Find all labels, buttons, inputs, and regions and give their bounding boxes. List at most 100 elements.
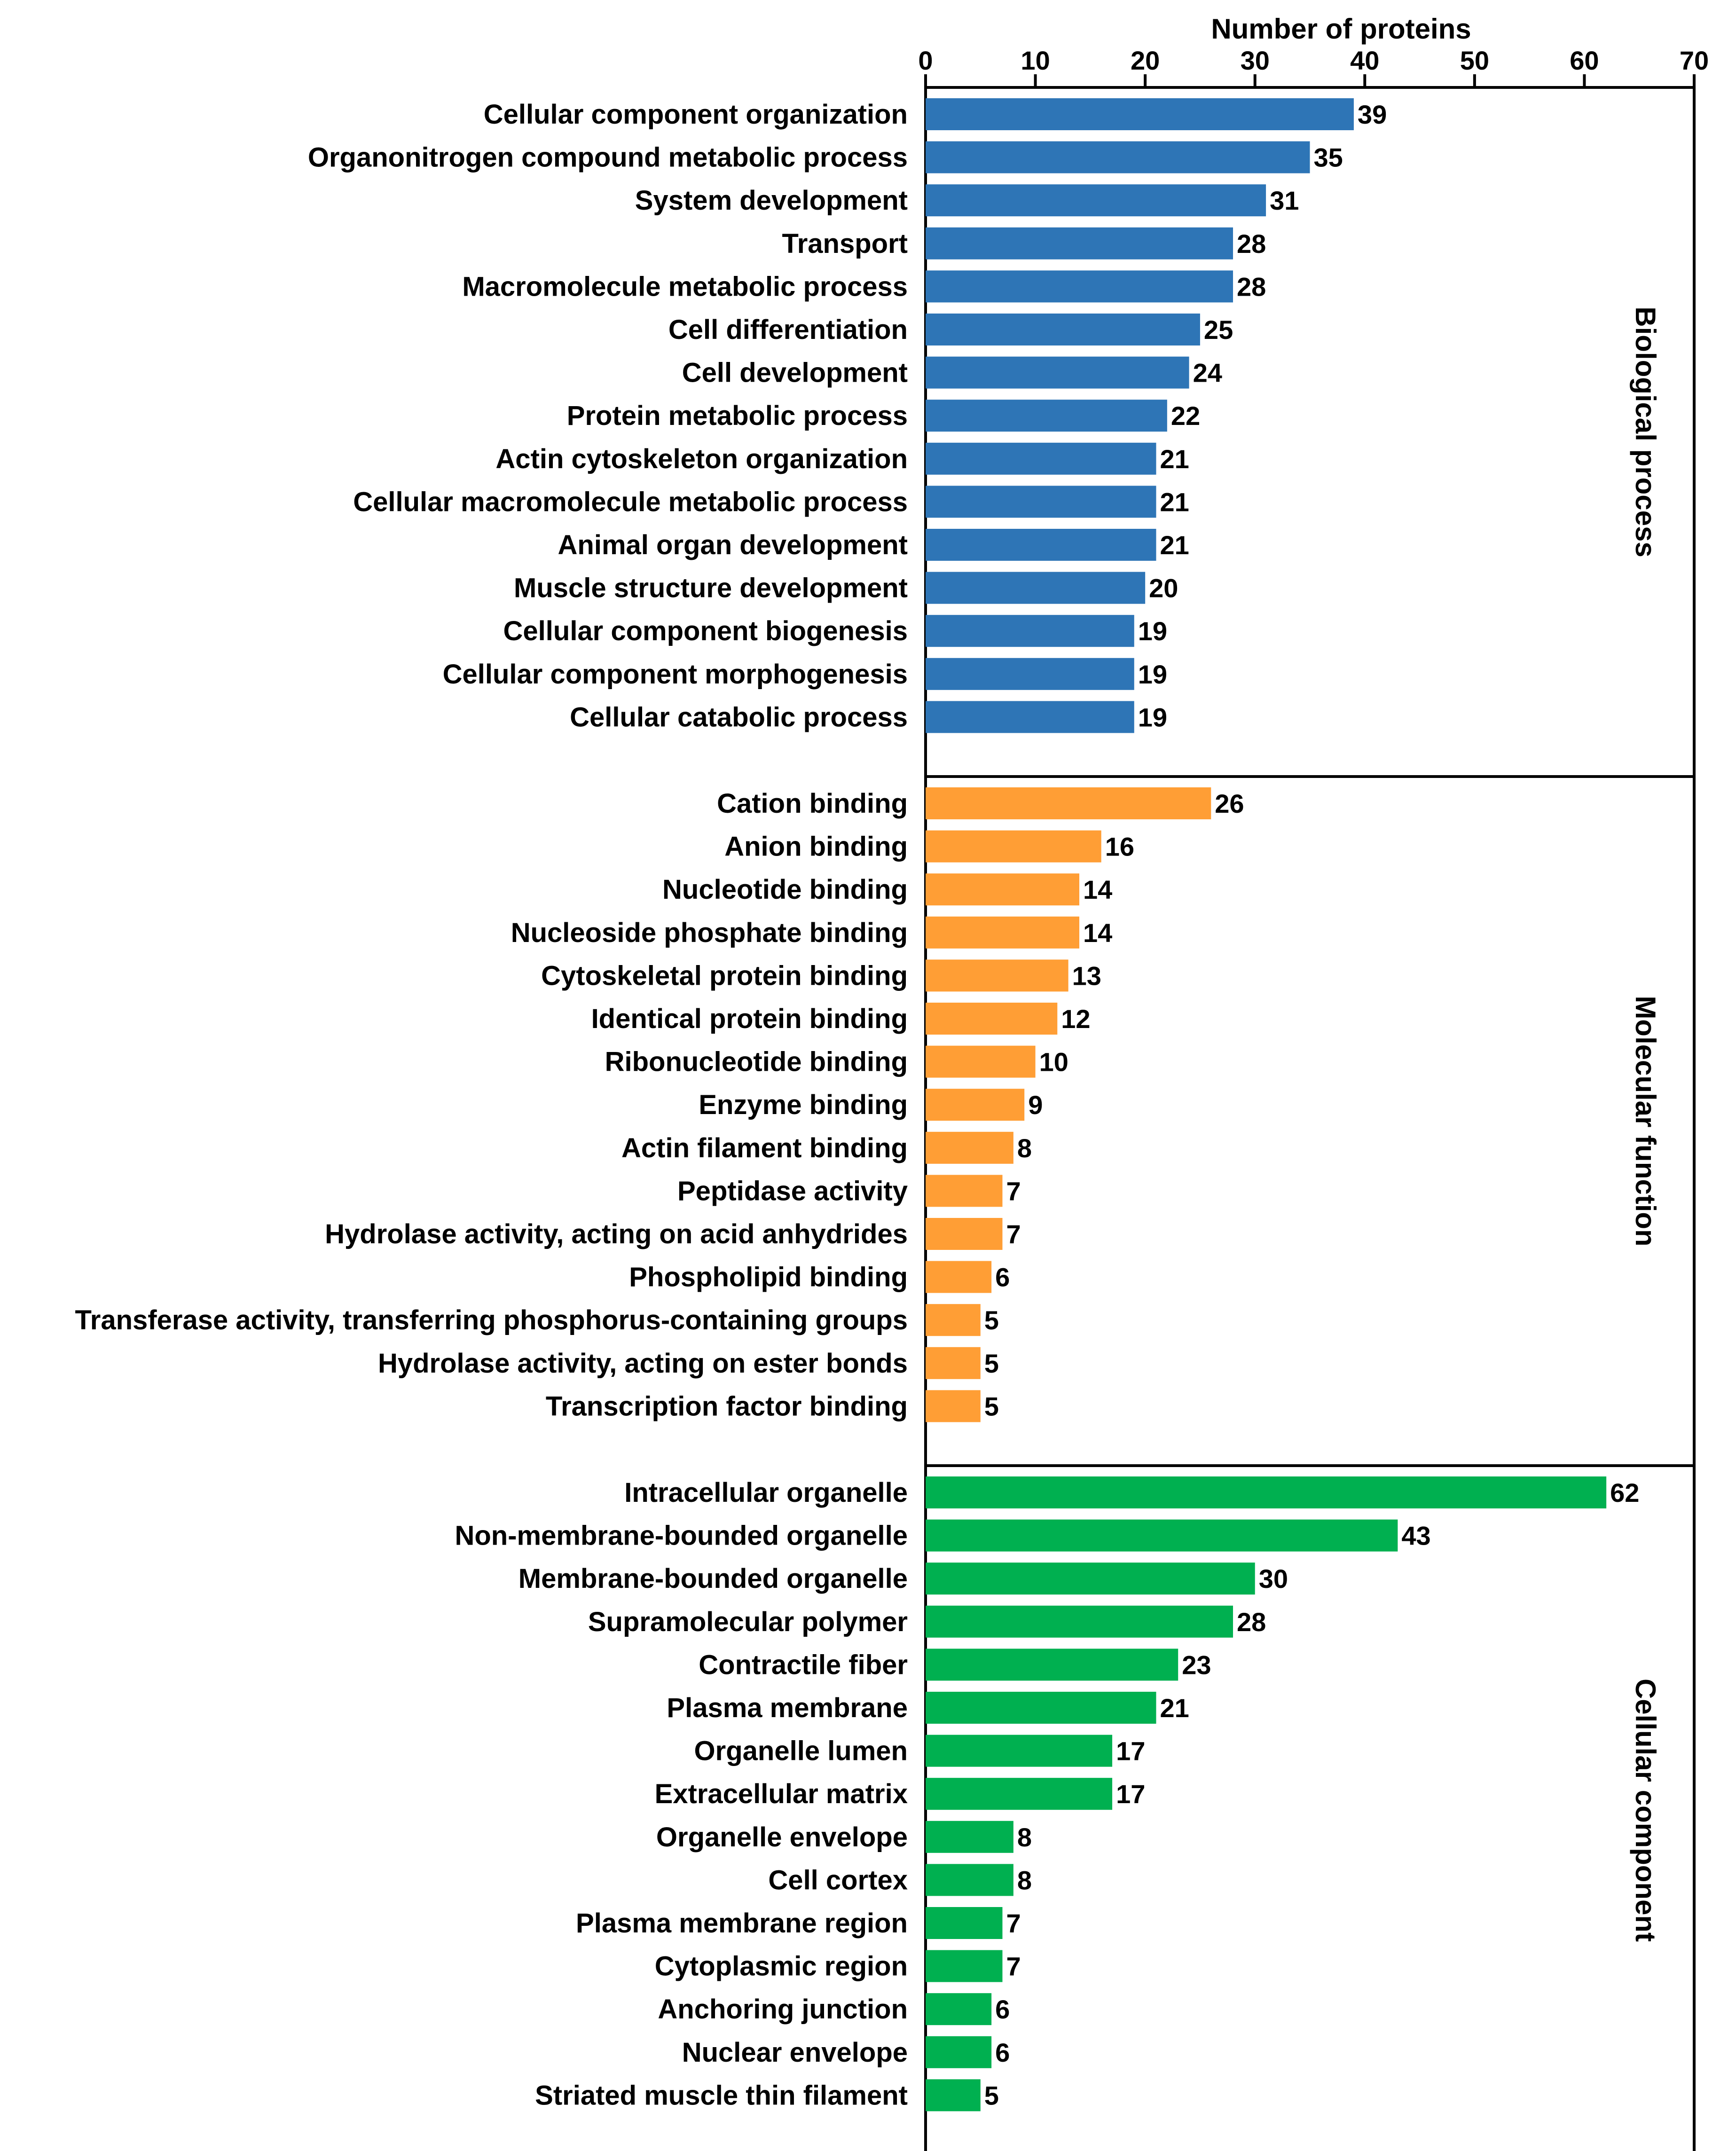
- biological-process-bar: [926, 658, 1134, 690]
- molecular-function-value-label: 13: [1072, 961, 1101, 990]
- x-tick-label: 10: [1021, 46, 1050, 75]
- molecular-function-bar: [926, 1347, 981, 1379]
- molecular-function-bar: [926, 916, 1079, 949]
- molecular-function-bar: [926, 787, 1211, 819]
- biological-process-category-label: Cell differentiation: [668, 314, 908, 345]
- x-tick-label: 60: [1570, 46, 1599, 75]
- biological-process-bar: [926, 615, 1134, 647]
- molecular-function-value-label: 26: [1215, 789, 1244, 818]
- molecular-function-value-label: 14: [1083, 875, 1112, 904]
- cellular-component-value-label: 23: [1182, 1650, 1211, 1680]
- molecular-function-bar: [926, 1089, 1025, 1121]
- biological-process-value-label: 19: [1138, 616, 1167, 646]
- cellular-component-category-label: Cytoplasmic region: [655, 1951, 908, 1982]
- cellular-component-bar: [926, 1950, 1003, 1982]
- cellular-component-category-label: Nuclear envelope: [682, 2037, 908, 2068]
- cellular-component-bar: [926, 1735, 1113, 1767]
- molecular-function-bar: [926, 1218, 1003, 1250]
- label-layer: Cellular component organization 39 Organon…: [75, 99, 1640, 2111]
- biological-process-value-label: 21: [1160, 530, 1189, 560]
- biological-process-value-label: 28: [1237, 229, 1266, 259]
- molecular-function-value-label: 9: [1028, 1090, 1043, 1120]
- biological-process-category-label: Cellular catabolic process: [570, 702, 908, 732]
- molecular-function-bar: [926, 873, 1079, 906]
- molecular-function-category-label: Peptidase activity: [677, 1176, 908, 1206]
- molecular-function-category-label: Nucleoside phosphate binding: [511, 918, 908, 948]
- cellular-component-category-label: Extracellular matrix: [655, 1779, 908, 1809]
- biological-process-value-label: 19: [1138, 659, 1167, 689]
- molecular-function-value-label: 5: [984, 1305, 999, 1335]
- cellular-component-bar: [926, 1476, 1607, 1508]
- molecular-function-category-label: Hydrolase activity, acting on acid anhyd…: [325, 1219, 908, 1249]
- molecular-function-bar: [926, 830, 1101, 863]
- x-tick-label: 0: [918, 46, 933, 75]
- biological-process-category-label: Organonitrogen compound metabolic proces…: [308, 142, 908, 173]
- biological-process-category-label: Animal organ development: [558, 530, 908, 560]
- x-tick-label: 50: [1460, 46, 1489, 75]
- cellular-component-value-label: 8: [1017, 1865, 1032, 1895]
- cellular-component-bar: [926, 1821, 1013, 1853]
- cellular-component-value-label: 43: [1401, 1521, 1430, 1551]
- biological-process-category-label: Cellular component biogenesis: [503, 616, 908, 646]
- biological-process-value-label: 25: [1204, 315, 1233, 345]
- cellular-component-category-label: Plasma membrane region: [576, 1908, 908, 1939]
- biological-process-value-label: 28: [1237, 272, 1266, 301]
- molecular-function-bar: [926, 959, 1068, 992]
- bar-layer: [926, 98, 1607, 2112]
- cellular-component-category-label: Organelle lumen: [694, 1736, 908, 1766]
- biological-process-category-label: Cellular macromolecule metabolic process: [353, 487, 908, 517]
- cellular-component-bar: [926, 1993, 992, 2025]
- biological-process-value-label: 24: [1193, 358, 1222, 388]
- cellular-component-value-label: 7: [1006, 1952, 1021, 1981]
- molecular-function-value-label: 5: [984, 1349, 999, 1378]
- cellular-component-category-label: Intracellular organelle: [624, 1477, 908, 1508]
- cellular-component-bar: [926, 2036, 992, 2068]
- cellular-component-value-label: 6: [995, 2038, 1010, 2067]
- molecular-function-category-label: Enzyme binding: [699, 1090, 908, 1120]
- biological-process-category-label: Cell development: [682, 358, 908, 388]
- biological-process-category-label: Cellular component organization: [484, 99, 908, 130]
- cellular-component-panel-frame: [924, 1464, 1696, 2151]
- biological-process-bar: [926, 356, 1189, 389]
- cellular-component-bar: [926, 1692, 1156, 1724]
- cellular-component-category-label: Supramolecular polymer: [588, 1607, 908, 1637]
- molecular-function-bar: [926, 1261, 992, 1293]
- x-tick-label: 40: [1350, 46, 1379, 75]
- molecular-function-category-label: Nucleotide binding: [662, 874, 908, 905]
- cellular-component-bar: [926, 1562, 1255, 1595]
- biological-process-value-label: 35: [1314, 143, 1343, 173]
- molecular-function-category-label: Transferase activity, transferring phosp…: [75, 1305, 908, 1335]
- biological-process-value-label: 39: [1358, 100, 1387, 129]
- cellular-component-value-label: 17: [1116, 1736, 1145, 1766]
- molecular-function-bar: [926, 1175, 1003, 1207]
- biological-process-value-label: 21: [1160, 487, 1189, 517]
- molecular-function-panel-label: Molecular function: [1630, 996, 1661, 1246]
- cellular-component-category-label: Anchoring junction: [658, 1994, 908, 2025]
- biological-process-category-label: Actin cytoskeleton organization: [495, 444, 908, 474]
- molecular-function-bar: [926, 1131, 1013, 1164]
- molecular-function-value-label: 7: [1006, 1176, 1021, 1206]
- molecular-function-category-label: Phospholipid binding: [629, 1262, 908, 1293]
- molecular-function-category-label: Actin filament binding: [621, 1133, 908, 1163]
- molecular-function-bar: [926, 1045, 1036, 1078]
- molecular-function-value-label: 5: [984, 1391, 999, 1421]
- molecular-function-value-label: 14: [1083, 918, 1112, 948]
- cellular-component-value-label: 28: [1237, 1607, 1266, 1637]
- molecular-function-category-label: Cation binding: [717, 788, 908, 819]
- biological-process-bar: [926, 572, 1146, 604]
- x-tick-label: 30: [1241, 46, 1270, 75]
- biological-process-bar: [926, 442, 1156, 475]
- biological-process-bar: [926, 98, 1354, 130]
- cellular-component-value-label: 7: [1006, 1908, 1021, 1938]
- biological-process-category-label: System development: [635, 185, 908, 216]
- cellular-component-value-label: 21: [1160, 1693, 1189, 1723]
- x-axis-title: Number of proteins: [1211, 13, 1471, 45]
- molecular-function-value-label: 6: [995, 1263, 1010, 1292]
- biological-process-value-label: 22: [1171, 401, 1200, 431]
- biological-process-bar: [926, 270, 1233, 303]
- molecular-function-category-label: Hydrolase activity, acting on ester bond…: [378, 1348, 908, 1379]
- biological-process-bar: [926, 486, 1156, 518]
- cellular-component-category-label: Plasma membrane: [667, 1693, 908, 1723]
- cellular-component-value-label: 5: [984, 2080, 999, 2110]
